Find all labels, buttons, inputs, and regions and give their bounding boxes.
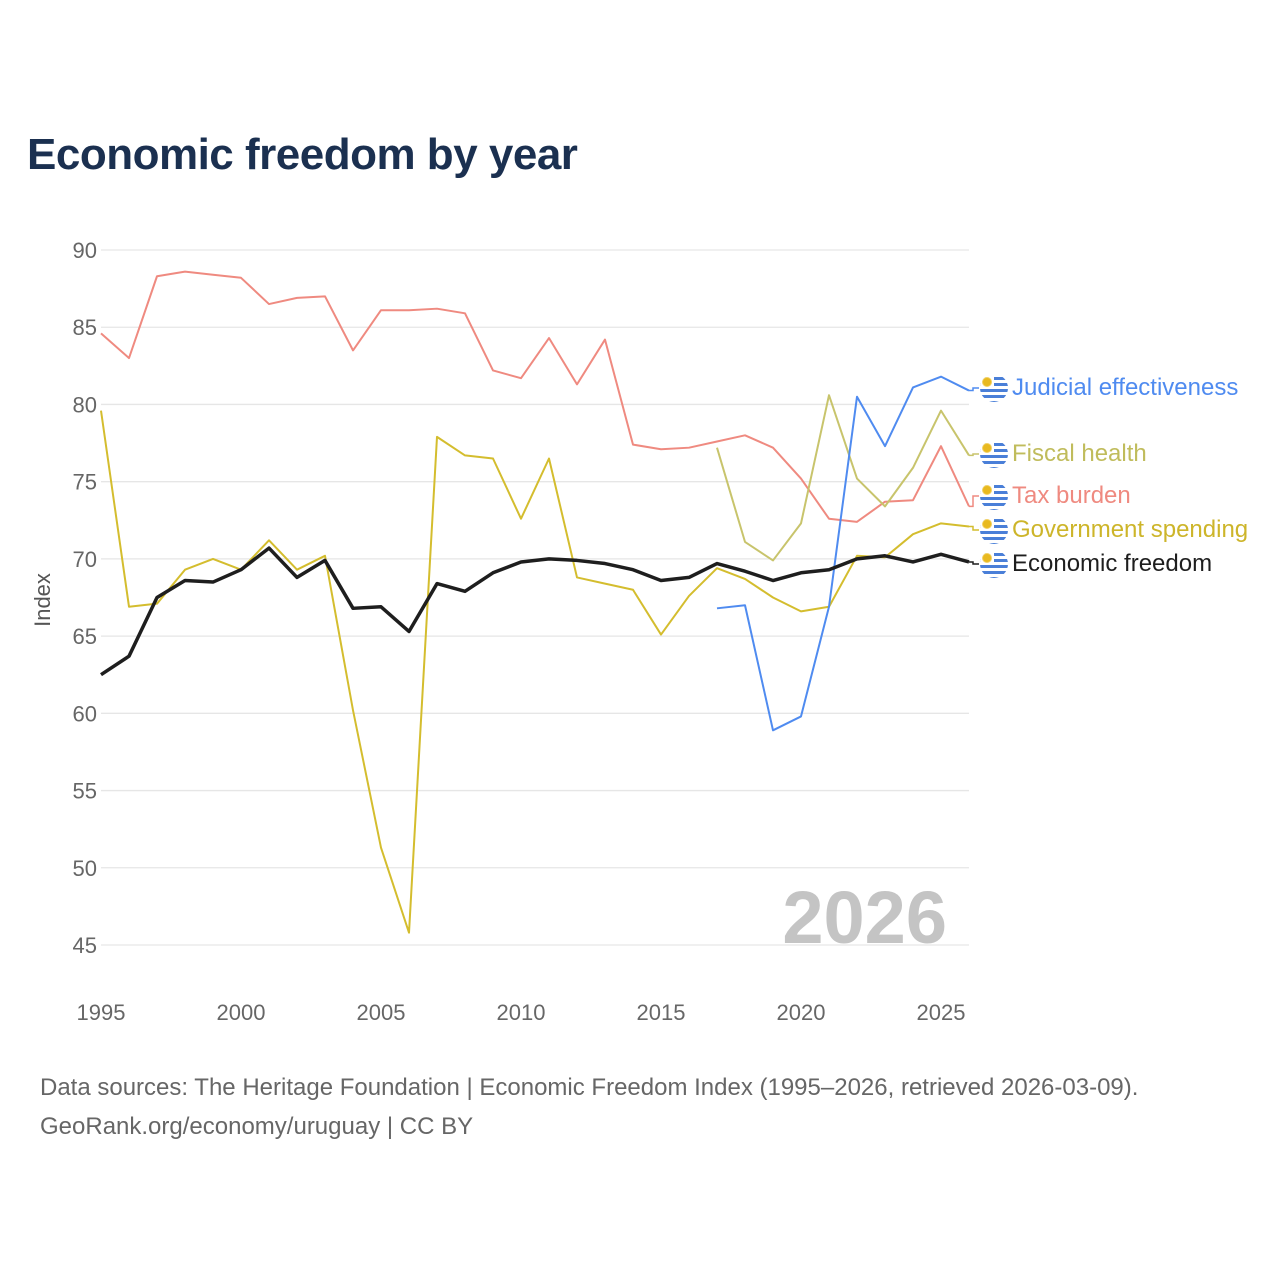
x-tick-label: 1995 xyxy=(77,1000,126,1025)
label-text: Economic freedom xyxy=(1012,550,1213,577)
series-line-tax-burden xyxy=(100,270,970,523)
y-tick-label: 45 xyxy=(73,933,97,958)
label-tax-burden: Tax burden xyxy=(980,482,1131,510)
label-connector-judicial-effectiveness xyxy=(969,387,979,392)
y-tick-label: 55 xyxy=(73,779,97,804)
label-connector-government-spending xyxy=(969,525,979,531)
source-line-2: GeoRank.org/economy/uruguay | CC BY xyxy=(40,1113,474,1140)
source-line-1: Data sources: The Heritage Foundation | … xyxy=(40,1074,1139,1101)
series-line-government-spending xyxy=(100,410,970,934)
y-tick-label: 80 xyxy=(73,392,97,417)
y-tick-label: 50 xyxy=(73,856,97,881)
source-note: Data sources: The Heritage Foundation | … xyxy=(40,1068,1138,1146)
x-tick-label: 2005 xyxy=(357,1000,406,1025)
y-tick-label: 70 xyxy=(73,547,97,572)
label-connector-tax-burden xyxy=(969,495,979,508)
x-tick-label: 2015 xyxy=(637,1000,686,1025)
label-judicial-effectiveness: Judicial effectiveness xyxy=(980,374,1238,402)
x-tick-label: 2025 xyxy=(917,1000,966,1025)
label-text: Judicial effectiveness xyxy=(1012,374,1239,401)
uruguay-flag-icon xyxy=(980,550,1008,578)
label-connector-fiscal-health xyxy=(969,453,979,457)
chart-title: Economic freedom by year xyxy=(27,130,578,179)
label-text: Government spending xyxy=(1012,516,1249,543)
series-line-judicial-effectiveness xyxy=(716,375,970,732)
x-tick-label: 2000 xyxy=(217,1000,266,1025)
y-tick-label: 60 xyxy=(73,701,97,726)
series-line-economic-freedom xyxy=(100,546,970,677)
label-text: Fiscal health xyxy=(1012,440,1147,467)
y-tick-label: 75 xyxy=(73,470,97,495)
label-economic-freedom: Economic freedom xyxy=(980,550,1212,578)
label-connector-economic-freedom xyxy=(969,561,979,565)
y-axis-label: Index xyxy=(30,573,55,627)
uruguay-flag-icon xyxy=(980,482,1008,510)
label-text: Tax burden xyxy=(1012,482,1131,509)
y-tick-label: 65 xyxy=(73,624,97,649)
uruguay-flag-icon xyxy=(980,440,1008,468)
uruguay-flag-icon xyxy=(980,374,1008,402)
y-tick-label: 85 xyxy=(73,315,97,340)
uruguay-flag-icon xyxy=(980,516,1008,544)
label-government-spending: Government spending xyxy=(980,516,1248,544)
x-tick-label: 2010 xyxy=(497,1000,546,1025)
year-watermark: 2026 xyxy=(782,876,947,959)
x-tick-label: 2020 xyxy=(777,1000,826,1025)
label-fiscal-health: Fiscal health xyxy=(980,440,1147,468)
series-line-fiscal-health xyxy=(716,394,970,562)
y-tick-label: 90 xyxy=(73,238,97,263)
